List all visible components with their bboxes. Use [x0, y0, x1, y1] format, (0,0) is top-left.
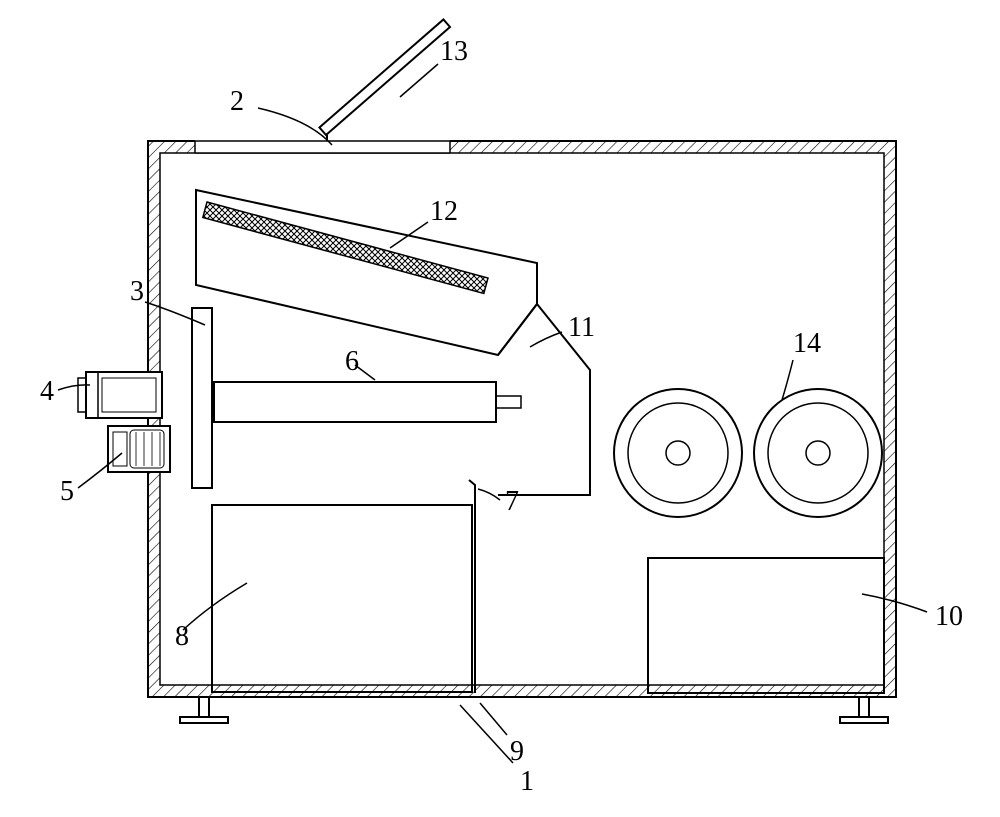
- label-n5: 5: [60, 476, 74, 507]
- label-n7: 7: [505, 486, 519, 517]
- label-n10: 10: [935, 601, 963, 632]
- label-n14: 14: [793, 328, 821, 359]
- label-n3: 3: [130, 276, 144, 307]
- label-n4: 4: [40, 376, 54, 407]
- label-n13: 13: [440, 36, 468, 67]
- label-n6: 6: [345, 346, 359, 377]
- label-n9: 9: [510, 736, 524, 767]
- label-n12: 12: [430, 196, 458, 227]
- label-n11: 11: [568, 312, 595, 343]
- label-n8: 8: [175, 621, 189, 652]
- label-n2: 2: [230, 86, 244, 117]
- label-n1: 1: [520, 766, 534, 797]
